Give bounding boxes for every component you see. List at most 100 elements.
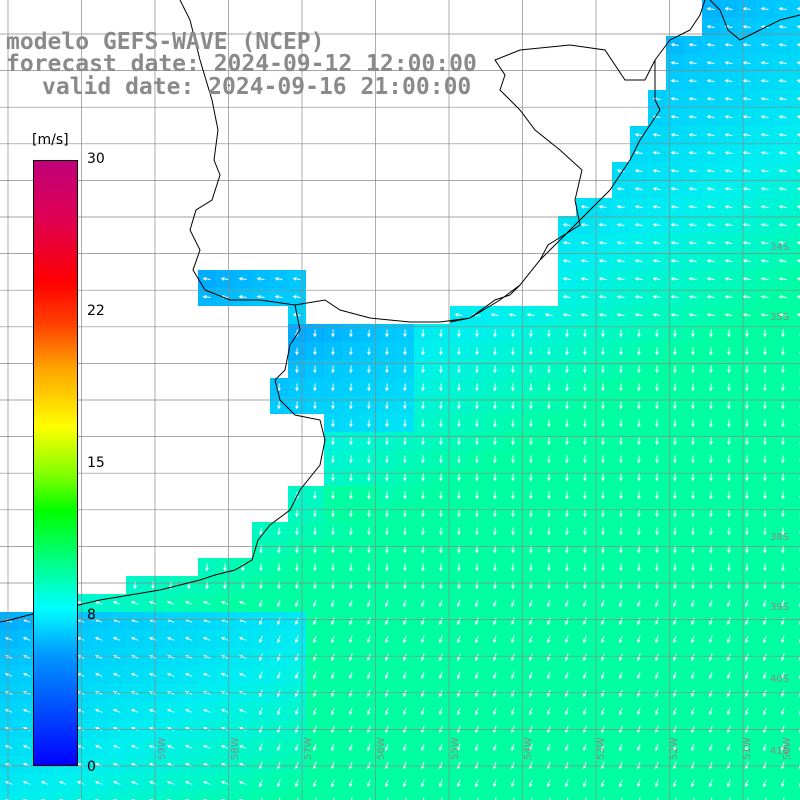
wind-arrow (583, 383, 587, 392)
wind-arrow (547, 455, 551, 464)
longitude-label: 55W (450, 737, 461, 760)
wind-arrow (780, 671, 785, 680)
wind-arrow (619, 383, 623, 392)
wind-arrow (492, 671, 497, 680)
wind-arrow (692, 797, 695, 800)
colorbar-unit: [m/s] (32, 132, 69, 148)
wind-arrow (439, 509, 443, 518)
wind-arrow (652, 312, 661, 317)
wind-arrow (796, 151, 800, 155)
wind-arrow (600, 599, 605, 608)
wind-speed-cell (576, 792, 594, 800)
wind-arrow (636, 599, 641, 608)
wind-arrow (745, 347, 749, 356)
wind-arrow (474, 599, 479, 608)
wind-arrow (475, 563, 479, 572)
wind-arrow (294, 779, 299, 788)
wind-arrow (403, 419, 407, 428)
wind-speed-cell (792, 756, 800, 774)
wind-arrow (742, 258, 751, 263)
wind-arrow (313, 401, 317, 410)
wind-arrow (742, 150, 751, 155)
wind-arrow (580, 222, 589, 227)
wind-arrow (637, 383, 641, 392)
wind-arrow (782, 797, 785, 800)
wind-arrow (580, 258, 589, 263)
wind-arrow (634, 240, 643, 245)
wind-arrow (601, 563, 605, 572)
wind-arrow (708, 599, 713, 608)
wind-arrow (724, 6, 733, 11)
wind-arrow (764, 797, 767, 800)
wind-arrow (439, 365, 443, 374)
wind-arrow (562, 294, 571, 299)
wind-arrow (637, 473, 641, 482)
wind-arrow (295, 563, 299, 572)
wind-arrow (600, 779, 605, 788)
wind-arrow (130, 600, 139, 605)
wind-speed-cell (792, 720, 800, 738)
wind-arrow (582, 599, 587, 608)
wind-arrow (655, 365, 659, 374)
wind-arrow (690, 779, 695, 788)
wind-arrow (654, 635, 659, 644)
wind-arrow (690, 743, 695, 752)
wind-arrow (760, 186, 769, 191)
wind-arrow (760, 168, 769, 173)
wind-arrow (493, 383, 497, 392)
wind-arrow (367, 365, 371, 374)
wind-arrow (528, 599, 533, 608)
wind-arrow (420, 779, 425, 788)
wind-arrow (636, 779, 641, 788)
wind-arrow (528, 743, 533, 752)
wind-arrow (796, 187, 800, 191)
wind-arrow (763, 383, 767, 392)
wind-arrow (652, 258, 661, 263)
wind-arrow (403, 527, 407, 536)
wind-arrow (618, 653, 623, 662)
wind-arrow (634, 258, 643, 263)
wind-arrow (708, 617, 713, 626)
wind-arrow (492, 779, 497, 788)
wind-arrow (781, 347, 785, 356)
wind-arrow (348, 671, 353, 680)
wind-arrow (796, 97, 800, 101)
wind-arrow (706, 168, 715, 173)
wind-arrow (709, 563, 713, 572)
wind-arrow (744, 707, 749, 716)
wind-arrow (331, 437, 335, 446)
wind-arrow (636, 707, 641, 716)
wind-arrow (655, 563, 659, 572)
wind-arrow (742, 240, 751, 245)
wind-arrow (439, 329, 443, 338)
wind-arrow (438, 617, 443, 626)
wind-arrow (673, 509, 677, 518)
wind-arrow (366, 617, 371, 626)
wind-arrow (526, 312, 535, 317)
wind-arrow (636, 653, 641, 662)
wind-arrow (618, 743, 623, 752)
wind-arrow (438, 743, 443, 752)
wind-arrow (421, 401, 425, 410)
wind-arrow (277, 401, 281, 410)
wind-arrow (796, 25, 800, 29)
wind-arrow (706, 186, 715, 191)
wind-arrow (691, 527, 695, 536)
wind-arrow (457, 455, 461, 464)
wind-arrow (618, 617, 623, 626)
wind-arrow (22, 780, 31, 785)
wind-arrow (706, 312, 715, 317)
wind-arrow (688, 60, 697, 65)
wind-speed-cell (522, 792, 540, 800)
wind-arrow (619, 563, 623, 572)
wind-arrow (583, 473, 587, 482)
wind-arrow (349, 419, 353, 428)
wind-arrow (349, 509, 353, 518)
wind-arrow (94, 672, 103, 677)
wind-arrow (670, 222, 679, 227)
wind-arrow (709, 365, 713, 374)
wind-speed-cell (72, 792, 90, 800)
wind-speed-cell (90, 792, 108, 800)
wind-arrow (22, 636, 31, 641)
wind-arrow (672, 599, 677, 608)
